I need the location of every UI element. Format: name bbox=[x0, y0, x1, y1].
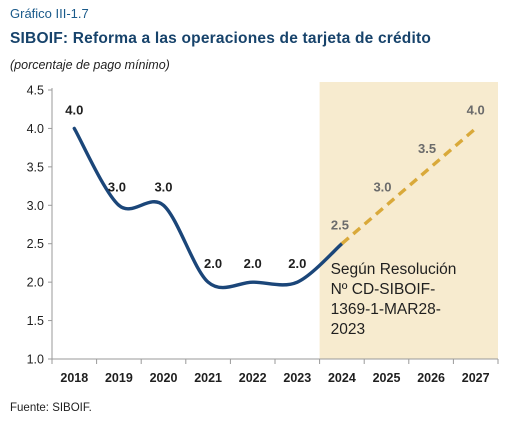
data-label: 3.5 bbox=[418, 141, 436, 156]
data-label: 3.0 bbox=[373, 179, 391, 194]
x-tick-label: 2018 bbox=[60, 371, 88, 385]
data-label: 3.0 bbox=[108, 179, 126, 194]
y-tick-label: 2.5 bbox=[27, 237, 44, 251]
source-note: Fuente: SIBOIF. bbox=[10, 402, 92, 414]
y-tick-label: 1.0 bbox=[27, 353, 44, 367]
x-tick-label: 2021 bbox=[194, 371, 222, 385]
x-tick-label: 2024 bbox=[328, 371, 356, 385]
data-label: 4.0 bbox=[65, 102, 83, 117]
x-tick-label: 2026 bbox=[417, 371, 445, 385]
x-tick-label: 2019 bbox=[105, 371, 133, 385]
x-tick-label: 2022 bbox=[239, 371, 267, 385]
data-label: 4.0 bbox=[467, 102, 485, 117]
data-label: 2.0 bbox=[288, 256, 306, 271]
data-label: 2.5 bbox=[331, 218, 349, 233]
y-tick-label: 1.5 bbox=[27, 314, 44, 328]
historical-series-line bbox=[72, 126, 344, 290]
x-tick-label: 2020 bbox=[150, 371, 178, 385]
y-tick-label: 3.0 bbox=[27, 199, 44, 213]
resolution-annotation-line: Nº CD-SIBOIF- bbox=[331, 281, 436, 298]
chart-title: SIBOIF: Reforma a las operaciones de tar… bbox=[10, 30, 432, 47]
resolution-annotation-line: Según Resolución bbox=[331, 261, 457, 278]
chart-subtitle: (porcentaje de pago mínimo) bbox=[10, 58, 170, 72]
y-tick-label: 2.0 bbox=[27, 276, 44, 290]
x-tick-label: 2027 bbox=[462, 371, 490, 385]
resolution-annotation-line: 1369-1-MAR28- bbox=[331, 301, 441, 318]
data-label: 3.0 bbox=[154, 179, 172, 194]
figure-label: Gráfico III-1.7 bbox=[10, 6, 89, 21]
resolution-annotation-line: 2023 bbox=[331, 321, 365, 338]
projection-shaded-region bbox=[319, 82, 498, 359]
data-label: 2.0 bbox=[204, 256, 222, 271]
x-tick-label: 2025 bbox=[373, 371, 401, 385]
y-tick-label: 3.5 bbox=[27, 160, 44, 174]
y-tick-label: 4.0 bbox=[27, 122, 44, 136]
line-chart: 1.0 1.5 2.0 2.5 3.0 3.5 4.0 4.5 2018 2019 2020 2021… bbox=[27, 82, 499, 385]
x-tick-label: 2023 bbox=[283, 371, 311, 385]
y-tick-label: 4.5 bbox=[27, 84, 44, 98]
data-label: 2.0 bbox=[244, 256, 262, 271]
